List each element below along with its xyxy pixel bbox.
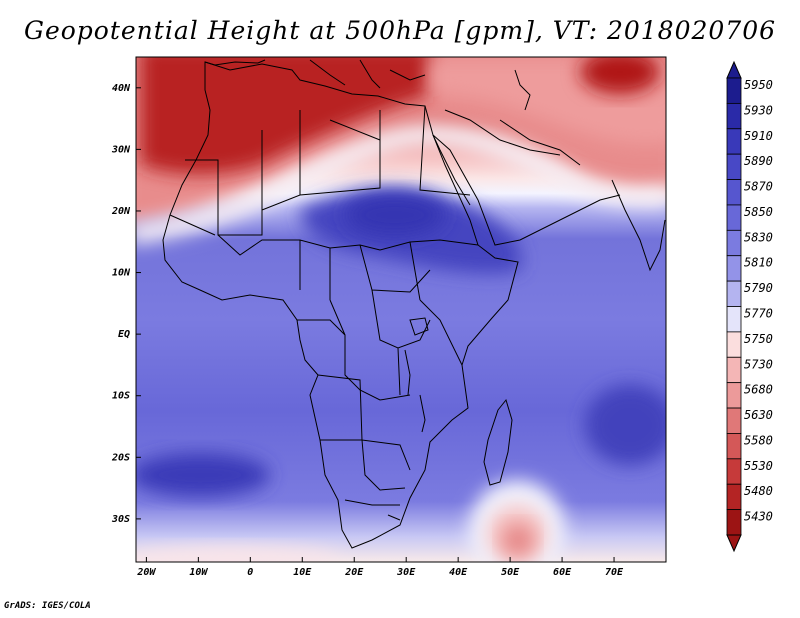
sahel-borders (169, 214, 479, 301)
colorbar-swatch (726, 128, 742, 155)
map-frame (135, 56, 667, 563)
colorbar-swatch (726, 229, 742, 257)
sudan-ridge-core (345, 193, 445, 237)
colorbar-swatch (726, 509, 742, 536)
x-tick-label: 10W (189, 567, 208, 578)
colorbar-swatch (726, 407, 742, 434)
colorbar-swatch (726, 458, 742, 485)
y-tick-label: EQ (118, 329, 130, 340)
africa-coastline (162, 61, 519, 549)
map-title: Geopotential Height at 500hPa [gpm], VT:… (23, 16, 777, 45)
colorbar-swatch (726, 280, 742, 307)
colorbar-label: 5830 (744, 230, 773, 244)
colorbar-swatch (726, 102, 742, 130)
colorbar-label: 5430 (744, 510, 773, 524)
height-field (136, 57, 666, 562)
caspian-sea (514, 69, 531, 111)
y-tick-label: 30N (111, 144, 131, 155)
arabia-coast (432, 109, 621, 246)
y-axis: 40N 30N 20N 10N EQ 10S 20S 30S (111, 83, 141, 525)
colorbar-swatch (726, 255, 742, 282)
y-tick-label: 40N (112, 83, 131, 94)
colorbar-label: 5910 (744, 129, 773, 143)
colorbar-swatch (726, 356, 742, 384)
colorbar-label: 5530 (744, 459, 773, 473)
y-tick-label: 20N (111, 206, 131, 217)
colorbar-swatch (726, 204, 742, 231)
colorbar-label: 5680 (744, 383, 773, 397)
x-tick-label: 10E (293, 567, 312, 578)
colorbar-swatch (726, 382, 742, 409)
colorbar-label: 5480 (744, 484, 773, 498)
transition-band (136, 125, 666, 245)
colorbar-swatch (726, 483, 742, 511)
india-coast (611, 179, 666, 272)
iberia-coast (204, 59, 266, 66)
red-sea (432, 134, 471, 206)
colorbar-label: 5580 (744, 433, 773, 447)
south-atlantic-ridge (136, 453, 270, 497)
x-tick-label: 50E (501, 567, 520, 578)
colorbar-swatch (726, 153, 742, 180)
y-tick-label: 10S (112, 391, 130, 402)
colorbar-label: 5870 (744, 180, 773, 194)
colorbar-swatch (726, 433, 742, 460)
colorbar-swatch (726, 179, 742, 206)
colorbar-bottom-arrow (726, 534, 742, 553)
x-tick-label: 20W (136, 567, 156, 578)
colorbar-label: 5810 (744, 256, 773, 270)
colorbar-label: 5790 (744, 281, 773, 295)
colorbar-swatch (726, 77, 742, 104)
y-tick-label: 10N (112, 268, 131, 279)
coastlines-borders (162, 59, 666, 549)
x-tick-label: 40E (449, 567, 468, 578)
colorbar-label: 5890 (744, 154, 773, 168)
colorbar-top-arrow (726, 60, 742, 79)
x-tick-label: 70E (605, 567, 624, 578)
sw-indian-low-core (502, 524, 534, 556)
y-tick-label: 20S (111, 452, 130, 463)
colorbar-label: 5770 (744, 307, 773, 321)
lake-tanganyika (404, 349, 411, 396)
southwest-light-band (136, 546, 340, 562)
madagascar-coast (483, 398, 513, 486)
colorbar-label: 5850 (744, 205, 773, 219)
north-hot-core (140, 57, 430, 175)
colorbar-label: 5730 (744, 357, 773, 371)
x-tick-label: 20E (344, 567, 364, 578)
x-axis: 20W 10W 0 10E 20E 30E 40E 50E 60E 70E (136, 557, 624, 578)
central-asia-low (580, 57, 660, 94)
lake-malawi (419, 394, 426, 433)
x-tick-label: 0 (247, 567, 253, 578)
italy-greece-coast (309, 59, 426, 89)
x-tick-label: 60E (553, 567, 572, 578)
colorbar-label: 5630 (744, 408, 773, 422)
y-tick-label: 30S (111, 514, 130, 525)
sahara-borders (185, 105, 471, 236)
colorbar-label: 5930 (744, 103, 773, 117)
central-africa-borders (297, 289, 463, 401)
indian-ocean-ridge (585, 385, 666, 465)
colorbar-swatch (726, 306, 742, 333)
grads-credit: GrADS: IGES/COLA (4, 601, 91, 611)
colorbar-label: 5950 (744, 78, 773, 92)
colorbar-label: 5750 (744, 332, 773, 346)
colorbar: 5950 5930 5910 5890 5870 5850 5830 5810 5790 5770… (726, 60, 773, 553)
colorbar-swatch (726, 331, 742, 358)
x-tick-label: 30E (396, 567, 416, 578)
persian-gulf (499, 119, 581, 166)
southern-africa-borders (317, 374, 411, 521)
lake-victoria (409, 317, 429, 336)
